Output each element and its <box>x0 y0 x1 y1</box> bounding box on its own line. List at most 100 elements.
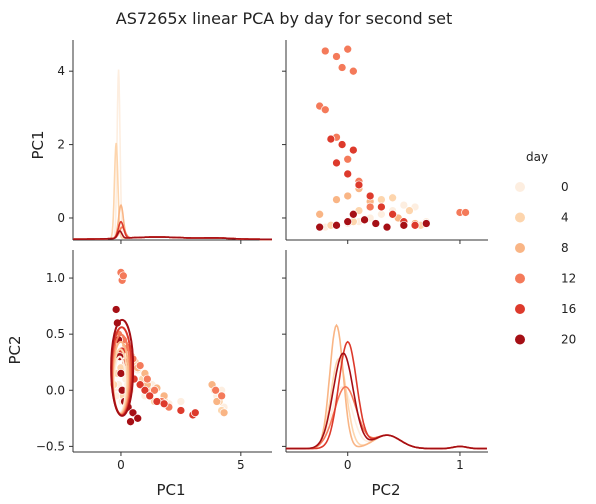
br-density-day16 <box>286 340 487 450</box>
chart-title: AS7265x linear PCA by day for second set <box>116 9 452 28</box>
y-axis-label-pc1: PC1 <box>29 130 47 159</box>
bl-point-day16 <box>159 399 169 409</box>
tl-density-day4 <box>73 142 272 241</box>
bl-point-day20 <box>116 369 126 378</box>
bl-point-day12 <box>211 385 221 395</box>
tl-density-day8 <box>73 203 272 241</box>
tr-point-day16 <box>332 158 341 168</box>
tr-point-day16 <box>343 169 353 179</box>
tr-point-day16 <box>326 134 336 144</box>
bl-ytick-label: 0.0 <box>46 383 65 397</box>
tr-point-day20 <box>382 222 392 232</box>
tr-point-day20 <box>399 220 409 230</box>
tr-point-day8 <box>315 209 325 219</box>
bl-point-day16 <box>140 385 150 395</box>
tr-point-day16 <box>354 180 364 190</box>
br-xtick-label: 0 <box>344 458 352 472</box>
bl-xtick-label: 0 <box>117 458 125 472</box>
tr-point-day20 <box>343 217 353 227</box>
tr-point-day4 <box>377 195 386 204</box>
tr-point-day12 <box>365 202 375 212</box>
legend-label-day12: 12 <box>561 272 576 286</box>
tl-density-day0 <box>73 69 272 241</box>
legend: day 0 4 8 12 16 20 <box>515 150 576 347</box>
tr-point-day20 <box>360 215 369 225</box>
br-density-day8 <box>286 323 487 450</box>
bl-point-day20 <box>133 413 143 423</box>
tr-point-day12 <box>320 46 330 56</box>
bl-point-day8 <box>219 408 229 418</box>
legend-label-day16: 16 <box>561 302 576 316</box>
legend-marker-day4 <box>515 212 525 223</box>
tl-density-day20 <box>73 230 272 241</box>
bl-point-day8 <box>212 397 222 406</box>
legend-marker-day8 <box>515 243 525 253</box>
legend-label-day0: 0 <box>561 180 569 194</box>
tr-point-day0 <box>377 209 386 219</box>
tr-point-day12 <box>348 66 358 76</box>
legend-marker-day20 <box>515 334 525 345</box>
tr-point-day8 <box>332 195 341 204</box>
tl-ytick-label: 2 <box>57 138 65 152</box>
br-xtick-label: 1 <box>456 458 464 472</box>
bl-point-day16 <box>145 391 155 401</box>
bl-point-day20 <box>111 305 121 314</box>
bl-point-day20 <box>128 408 138 418</box>
tr-point-day16 <box>365 191 375 201</box>
tr-point-day20 <box>348 209 358 219</box>
tr-point-day12 <box>337 63 347 72</box>
x-axis-label-pc1: PC1 <box>156 481 185 499</box>
bl-point-day0 <box>176 397 186 406</box>
bl-point-day12 <box>217 391 227 401</box>
legend-label-day20: 20 <box>561 333 576 347</box>
legend-marker-day16 <box>515 304 525 314</box>
tr-point-day20 <box>332 220 341 230</box>
tr-point-day20 <box>315 222 325 232</box>
legend-label-day4: 4 <box>561 211 569 225</box>
y-axis-label-pc2: PC2 <box>6 335 24 364</box>
tl-ytick-label: 4 <box>57 64 65 78</box>
bl-point-day12 <box>135 361 145 370</box>
legend-marker-day12 <box>515 273 525 284</box>
tr-point-day16 <box>377 202 386 212</box>
tr-point-day12 <box>332 52 341 61</box>
bl-ytick-label: −0.5 <box>36 439 65 453</box>
tr-point-day12 <box>461 208 470 217</box>
br-density-day20 <box>286 352 487 450</box>
bl-point-day20 <box>126 417 135 427</box>
bl-ytick-label: 1.0 <box>46 271 65 285</box>
tl-ytick-label: 0 <box>57 211 65 225</box>
bl-point-day12 <box>150 385 159 395</box>
legend-label-day8: 8 <box>561 241 569 255</box>
tr-point-day4 <box>388 193 397 203</box>
tr-point-day20 <box>371 219 381 228</box>
bl-point-day16 <box>152 397 162 406</box>
tr-point-day16 <box>410 220 420 230</box>
tr-point-day8 <box>343 191 353 201</box>
legend-title: day <box>526 150 548 164</box>
bl-kde-outline-day20 <box>110 318 135 417</box>
tr-point-day0 <box>399 200 409 210</box>
tr-point-day16 <box>348 145 358 155</box>
bl-point-day16 <box>176 406 186 415</box>
bl-xtick-label: 5 <box>237 458 245 472</box>
legend-marker-day0 <box>515 182 525 192</box>
panel-pc2-vs-pc1: −0.5 0.0 0.5 1.0 0 5 <box>36 250 272 472</box>
br-density-day0 <box>286 386 487 450</box>
tr-point-day16 <box>337 140 347 149</box>
tr-point-day12 <box>320 105 330 115</box>
bl-point-day16 <box>135 380 145 390</box>
panel-pc1-vs-pc2 <box>282 40 488 244</box>
bl-point-day16 <box>190 408 200 418</box>
tr-point-day16 <box>388 209 397 219</box>
bl-point-day12 <box>118 271 128 281</box>
tr-point-day4 <box>405 206 414 215</box>
tr-point-day12 <box>343 44 353 54</box>
bl-ytick-label: 0.5 <box>46 327 65 341</box>
br-density-day12 <box>286 385 487 450</box>
x-axis-label-pc2: PC2 <box>371 481 400 499</box>
panel-pc1-diagonal: 0 2 4 <box>57 40 272 244</box>
